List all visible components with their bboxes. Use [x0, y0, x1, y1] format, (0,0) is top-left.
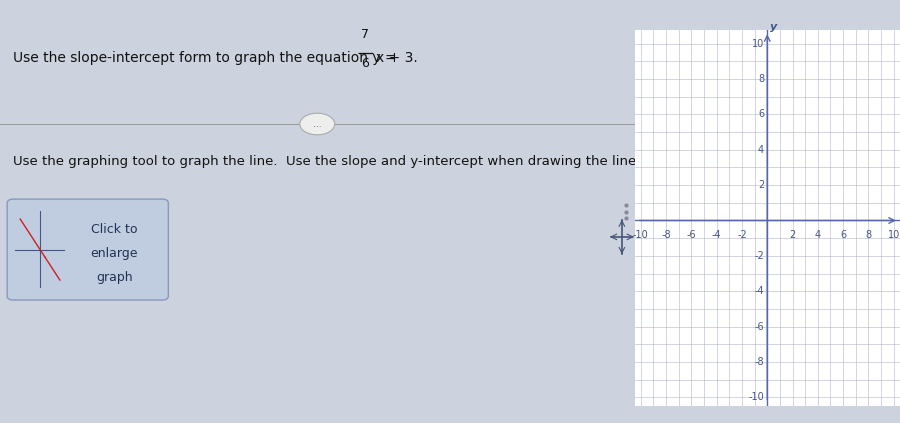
Text: 10: 10 — [887, 230, 900, 240]
Text: Use the slope-intercept form to graph the equation y =: Use the slope-intercept form to graph th… — [13, 51, 400, 65]
Text: Use the graphing tool to graph the line.  Use the slope and y-intercept when dra: Use the graphing tool to graph the line.… — [13, 156, 640, 168]
Text: 4: 4 — [814, 230, 821, 240]
Text: -8: -8 — [662, 230, 670, 240]
Text: -8: -8 — [754, 357, 764, 367]
Text: 8: 8 — [758, 74, 764, 84]
Text: ...: ... — [313, 120, 321, 129]
Text: x + 3.: x + 3. — [375, 51, 418, 65]
Text: 2: 2 — [758, 180, 764, 190]
Text: 6: 6 — [362, 57, 369, 70]
Text: -2: -2 — [737, 230, 747, 240]
Text: enlarge: enlarge — [91, 247, 139, 260]
Text: 6: 6 — [840, 230, 846, 240]
Text: -10: -10 — [748, 392, 764, 402]
Text: 7: 7 — [362, 28, 370, 41]
Text: 4: 4 — [758, 145, 764, 155]
Text: -2: -2 — [754, 251, 764, 261]
Text: -10: -10 — [633, 230, 649, 240]
Text: 10: 10 — [752, 39, 764, 49]
Text: Click to: Click to — [91, 222, 138, 236]
FancyBboxPatch shape — [7, 199, 168, 300]
Text: -4: -4 — [712, 230, 722, 240]
Text: 6: 6 — [758, 110, 764, 119]
Text: -6: -6 — [687, 230, 697, 240]
Text: 2: 2 — [789, 230, 796, 240]
Ellipse shape — [300, 113, 335, 135]
Text: 8: 8 — [865, 230, 871, 240]
Text: y: y — [770, 22, 778, 32]
Text: graph: graph — [96, 271, 133, 284]
Text: -6: -6 — [754, 321, 764, 332]
Text: -4: -4 — [754, 286, 764, 296]
